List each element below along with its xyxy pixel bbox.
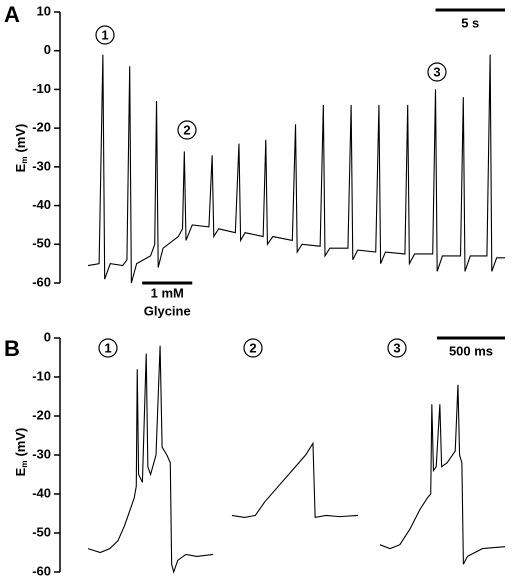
trace-label-circle [95, 25, 115, 45]
panel-label: B [4, 336, 20, 361]
trace-label-circle [387, 338, 407, 358]
y-tick-label: -40 [32, 197, 51, 212]
y-label-unit: (mV) [13, 428, 28, 457]
glycine-label: Glycine [144, 303, 191, 318]
trace [87, 345, 214, 574]
y-tick-label: -20 [32, 407, 51, 422]
trace [231, 441, 359, 519]
y-tick-label: -60 [32, 563, 51, 578]
y-label-symbol: E [13, 163, 28, 172]
scale-bar-label: 5 s [461, 15, 479, 30]
y-tick-label: -50 [32, 524, 51, 539]
y-tick-label: -30 [32, 158, 51, 173]
trace-label: 1 [104, 340, 111, 355]
trace-label-circle [98, 338, 118, 358]
y-tick-label: -20 [32, 120, 51, 135]
y-tick-label: -10 [32, 81, 51, 96]
trace-label-circle [177, 120, 197, 140]
y-tick-label: 0 [44, 329, 51, 344]
y-tick-label: -40 [32, 485, 51, 500]
trace-label: 2 [183, 122, 190, 137]
trace-label-circle [427, 62, 447, 82]
panel-label: A [4, 2, 20, 27]
y-tick-label: 0 [44, 42, 51, 57]
trace-label: 3 [393, 340, 400, 355]
y-label-subscript: m [20, 461, 29, 468]
trace-label: 2 [249, 340, 256, 355]
y-tick-label: 10 [37, 3, 51, 18]
y-tick-label: -30 [32, 446, 51, 461]
y-tick-label: -10 [32, 368, 51, 383]
trace-label: 1 [101, 27, 108, 42]
y-axis-label: Em (mV) [13, 124, 29, 173]
y-tick-label: -60 [32, 274, 51, 289]
y-tick-label: -50 [32, 236, 51, 251]
scale-bar-label: 500 ms [449, 343, 493, 358]
glycine-label: 1 mM [151, 285, 184, 300]
trace-label-circle [243, 338, 263, 358]
y-axis-label: Em (mV) [13, 428, 29, 477]
y-label-unit: (mV) [13, 124, 28, 153]
trace [379, 384, 506, 565]
trace [87, 54, 505, 284]
trace-label: 3 [433, 64, 440, 79]
y-label-subscript: m [20, 157, 29, 164]
y-label-symbol: E [13, 467, 28, 476]
